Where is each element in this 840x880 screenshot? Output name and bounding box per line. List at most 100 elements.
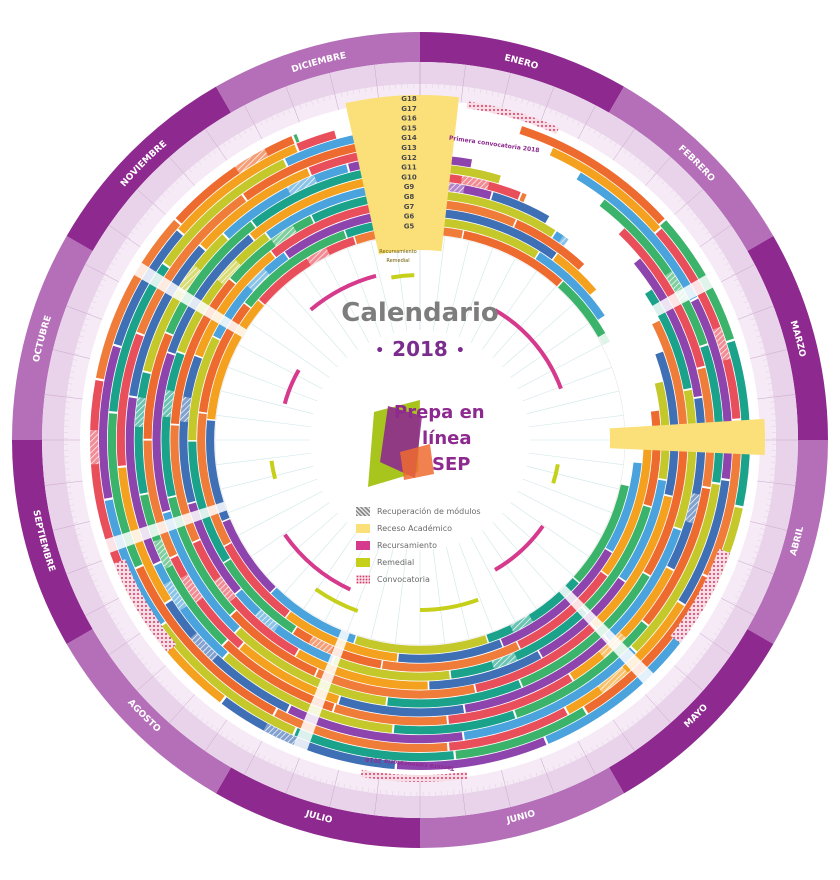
module-block <box>599 199 708 346</box>
module-block <box>168 496 236 615</box>
module-block <box>535 252 605 320</box>
recovery-hatch <box>308 636 334 654</box>
recovery-hatch <box>163 580 187 611</box>
module-block <box>387 680 522 708</box>
module-block <box>500 549 613 647</box>
year-value: 2018 <box>392 337 448 361</box>
module-block <box>152 352 175 512</box>
module-block <box>167 234 254 354</box>
year-label: • 2018 • <box>330 337 510 361</box>
module-block <box>618 228 705 368</box>
group-label: G6 <box>404 213 415 221</box>
group-label: G11 <box>401 164 417 172</box>
module-block <box>333 704 448 726</box>
band-gap <box>597 274 715 346</box>
module-block <box>224 543 290 618</box>
legend-label: Convocatoria <box>377 575 430 584</box>
inner-arc <box>493 308 563 390</box>
module-block <box>143 333 173 439</box>
module-block <box>223 164 349 239</box>
module-block <box>338 696 465 717</box>
month-segment <box>66 86 231 251</box>
inner-arc <box>309 273 377 312</box>
month-segment <box>609 629 774 794</box>
group-label: G10 <box>401 173 417 181</box>
module-block <box>195 251 276 358</box>
module-block <box>486 577 579 643</box>
group-label: G15 <box>401 124 417 132</box>
module-block <box>601 437 652 576</box>
module-block <box>682 506 743 631</box>
module-block <box>165 221 256 335</box>
logo-line1: Prepa en <box>394 402 485 423</box>
magenta-swatch-icon <box>356 541 370 550</box>
module-block <box>398 639 503 663</box>
yellow-swatch-icon <box>356 524 370 533</box>
inner-arc <box>419 597 479 612</box>
month-segment <box>609 86 774 251</box>
module-block <box>642 487 711 625</box>
recovery-hatch <box>247 268 270 292</box>
module-block <box>475 623 596 693</box>
module-block <box>393 710 516 735</box>
group-label: G12 <box>401 154 417 162</box>
module-block <box>143 234 228 373</box>
module-block <box>520 572 650 687</box>
logo-line3: SEP <box>432 454 470 475</box>
legend-item-convocatoria: Convocatoria <box>356 571 516 588</box>
module-block <box>197 413 231 546</box>
module-block <box>286 611 398 662</box>
module-block <box>287 705 463 744</box>
hatch-swatch-icon <box>356 507 370 516</box>
recovery-hatch <box>217 259 241 285</box>
module-block <box>464 636 609 713</box>
module-block <box>455 707 587 760</box>
module-block <box>243 140 372 201</box>
inner-arcs <box>269 273 563 613</box>
month-segment <box>216 32 420 113</box>
dot-right-icon: • <box>455 342 465 359</box>
recovery-hatch <box>286 175 317 195</box>
recovery-hatch <box>162 389 175 418</box>
recovery-hatch <box>153 538 173 569</box>
band-gap <box>103 501 228 554</box>
recovery-hatch <box>254 609 280 632</box>
module-block <box>244 230 347 308</box>
recovery-hatch <box>712 326 731 361</box>
inner-arc <box>391 273 415 280</box>
dots-swatch-icon <box>356 575 370 584</box>
recovery-hatch <box>213 576 237 602</box>
group-label: G18 <box>401 95 417 103</box>
module-block <box>565 601 685 714</box>
module-block <box>113 230 183 347</box>
module-block <box>266 186 371 239</box>
module-block <box>222 519 276 593</box>
recovery-hatch <box>234 148 269 174</box>
module-block <box>381 642 520 672</box>
inner-arc <box>283 533 352 592</box>
module-block <box>135 566 277 716</box>
receso-note: Recursamiento <box>379 249 417 255</box>
band-gap <box>292 629 350 752</box>
recovery-hatch <box>177 265 201 295</box>
module-block <box>519 126 665 224</box>
group-label: G9 <box>404 183 415 191</box>
module-block <box>514 219 585 270</box>
logo-line2: línea <box>422 428 472 449</box>
module-block <box>450 607 588 679</box>
module-block <box>207 300 265 420</box>
module-block <box>192 540 299 656</box>
band-gap <box>558 584 655 685</box>
module-block <box>652 320 688 429</box>
lime-swatch-icon <box>356 558 370 567</box>
module-block <box>294 727 455 762</box>
module-block <box>726 340 750 507</box>
recovery-hatch <box>598 631 626 659</box>
module-block <box>222 640 335 712</box>
legend-item-recursamiento: Recursamiento <box>356 537 516 554</box>
outer-ring <box>12 32 828 848</box>
module-block <box>619 479 667 582</box>
module-block <box>284 131 373 166</box>
receso-block <box>345 95 460 255</box>
